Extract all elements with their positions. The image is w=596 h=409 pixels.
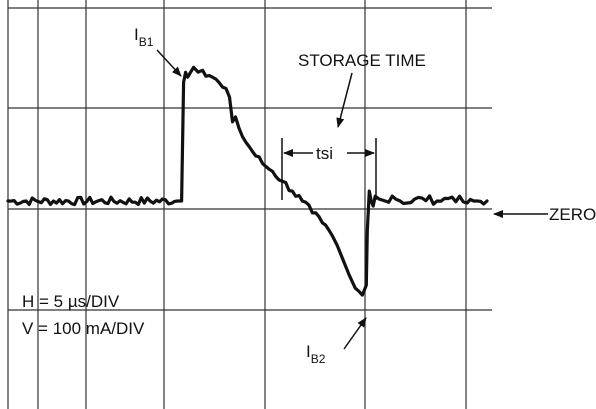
annotations: IB1 STORAGE TIME tsi ZERO H = 5 µs/DIV V… (22, 25, 596, 366)
ib2-label-main: I (306, 342, 311, 361)
ib2-label-sub: B2 (311, 352, 326, 366)
zero-label: ZERO (549, 205, 596, 224)
ib2-arrow (343, 317, 367, 350)
v-scale-label: V = 100 mA/DIV (22, 319, 145, 338)
ib1-arrow (156, 49, 182, 77)
current-trace (6, 65, 489, 297)
graticule-grid (7, 0, 492, 409)
ib1-label-main: I (134, 25, 139, 44)
ib1-label-sub: B1 (139, 35, 154, 49)
h-scale-label: H = 5 µs/DIV (22, 292, 120, 311)
ib1-label: IB1 (134, 25, 154, 49)
storage-time-label: STORAGE TIME (298, 51, 426, 70)
tsi-label: tsi (316, 144, 333, 163)
storage-time-arrow (336, 72, 353, 128)
ib2-label: IB2 (306, 342, 326, 366)
